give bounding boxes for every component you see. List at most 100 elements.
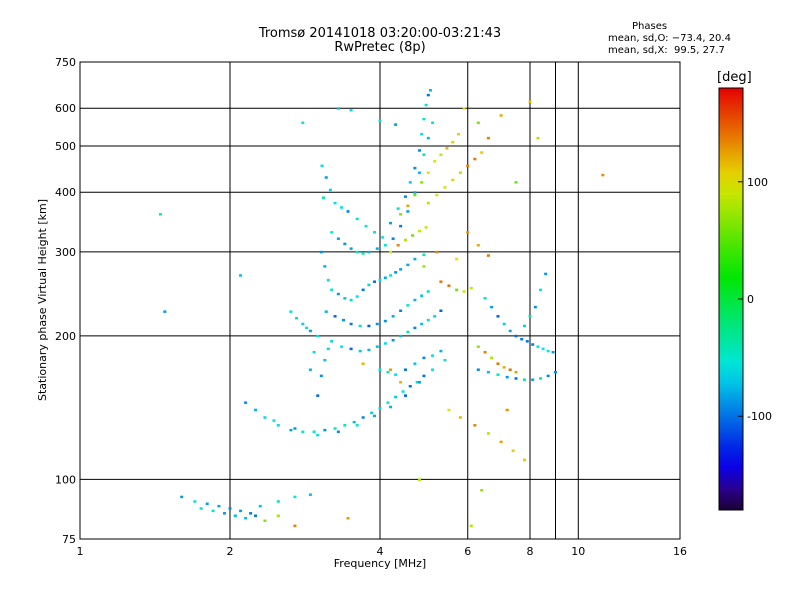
o-mode-point	[476, 368, 480, 371]
o-mode-point	[223, 512, 227, 515]
o-mode-point	[544, 272, 548, 276]
x-tick-label: 4	[377, 545, 384, 558]
o-mode-point	[428, 89, 432, 92]
o-mode-point	[394, 271, 398, 274]
x-mode-point	[476, 345, 480, 348]
o-mode-point	[333, 315, 337, 318]
x-mode-point	[536, 136, 540, 140]
o-mode-point	[346, 210, 350, 213]
y-tick-label: 750	[55, 56, 76, 69]
x-mode-point	[601, 173, 605, 177]
x-mode-point	[457, 132, 461, 136]
x-mode-point	[462, 290, 466, 293]
o-mode-point	[349, 347, 353, 351]
o-mode-point	[312, 350, 316, 354]
o-mode-point	[378, 368, 382, 371]
o-mode-point	[403, 195, 407, 198]
o-mode-point	[394, 373, 398, 376]
y-tick-label: 500	[55, 140, 76, 153]
o-mode-point	[520, 337, 524, 341]
x-mode-point	[462, 107, 466, 110]
x-mode-point	[399, 213, 403, 216]
y-tick-label: 200	[55, 330, 76, 343]
x-mode-point	[469, 524, 473, 528]
o-mode-point	[394, 395, 398, 399]
y-axis-label: Stationary phase Virtual Height [km]	[36, 199, 49, 401]
o-mode-point	[417, 149, 421, 152]
o-mode-point	[355, 217, 359, 221]
o-mode-point	[399, 224, 403, 228]
o-mode-point	[378, 407, 382, 410]
x-mode-point	[499, 114, 503, 117]
o-mode-point	[342, 318, 346, 322]
o-mode-point	[426, 136, 430, 140]
o-mode-point	[349, 322, 353, 326]
o-mode-point	[328, 188, 332, 192]
o-mode-point	[531, 343, 535, 346]
x-mode-point	[426, 201, 430, 205]
o-mode-point	[399, 309, 403, 312]
o-mode-point	[426, 93, 430, 97]
plot-frame	[79, 61, 681, 540]
o-mode-point	[413, 298, 417, 302]
x-mode-point	[445, 147, 449, 150]
o-mode-point	[330, 231, 334, 234]
x-mode-point	[466, 164, 470, 168]
o-mode-point	[391, 237, 395, 240]
o-mode-point	[539, 377, 543, 380]
x-mode-point	[389, 368, 393, 371]
o-mode-point	[505, 375, 509, 379]
o-mode-point	[324, 176, 328, 179]
o-mode-point	[308, 329, 312, 333]
o-mode-point	[531, 378, 535, 381]
o-mode-point	[401, 390, 405, 393]
o-mode-point	[364, 224, 368, 228]
x-mode-point	[490, 356, 494, 360]
o-mode-point	[408, 384, 412, 388]
o-mode-point	[276, 500, 280, 503]
o-mode-point	[399, 334, 403, 338]
o-mode-point	[349, 108, 353, 112]
o-mode-point	[413, 362, 417, 365]
o-mode-point	[375, 345, 379, 348]
x-mode-point	[433, 160, 437, 163]
o-mode-point	[308, 493, 312, 496]
o-mode-point	[514, 334, 518, 338]
x-mode-point	[451, 140, 455, 144]
x-mode-point	[403, 238, 407, 242]
o-mode-point	[323, 358, 327, 362]
colorbar-label: [deg]	[717, 70, 752, 85]
o-mode-point	[367, 348, 371, 352]
scatter-points	[158, 89, 605, 528]
o-mode-point	[367, 250, 371, 254]
o-mode-point	[546, 349, 550, 353]
o-mode-point	[301, 121, 305, 125]
o-mode-point	[301, 322, 305, 326]
o-mode-point	[319, 250, 323, 254]
o-mode-point	[417, 381, 421, 384]
o-mode-point	[413, 257, 417, 261]
x-mode-point	[451, 178, 455, 182]
o-mode-point	[415, 381, 419, 384]
x-tick-label: 6	[464, 545, 471, 558]
o-mode-point	[381, 236, 385, 239]
o-mode-point	[324, 310, 328, 313]
o-mode-point	[330, 288, 334, 292]
o-mode-point	[408, 181, 412, 184]
colorbar: 100 0 -100	[718, 87, 772, 511]
o-mode-point	[343, 297, 347, 300]
o-mode-point	[383, 319, 387, 323]
o-mode-point	[439, 349, 443, 353]
x-mode-point	[469, 286, 473, 290]
o-mode-point	[249, 512, 253, 515]
o-mode-point	[431, 368, 435, 371]
o-mode-point	[496, 373, 500, 376]
o-mode-point	[319, 374, 323, 378]
o-mode-point	[528, 315, 532, 318]
o-mode-point	[293, 495, 297, 499]
x-mode-point	[435, 193, 439, 197]
x-mode-point	[466, 231, 470, 234]
o-mode-point	[295, 316, 299, 320]
colorbar-tick-label: -100	[747, 410, 772, 423]
x-mode-point	[443, 186, 447, 189]
